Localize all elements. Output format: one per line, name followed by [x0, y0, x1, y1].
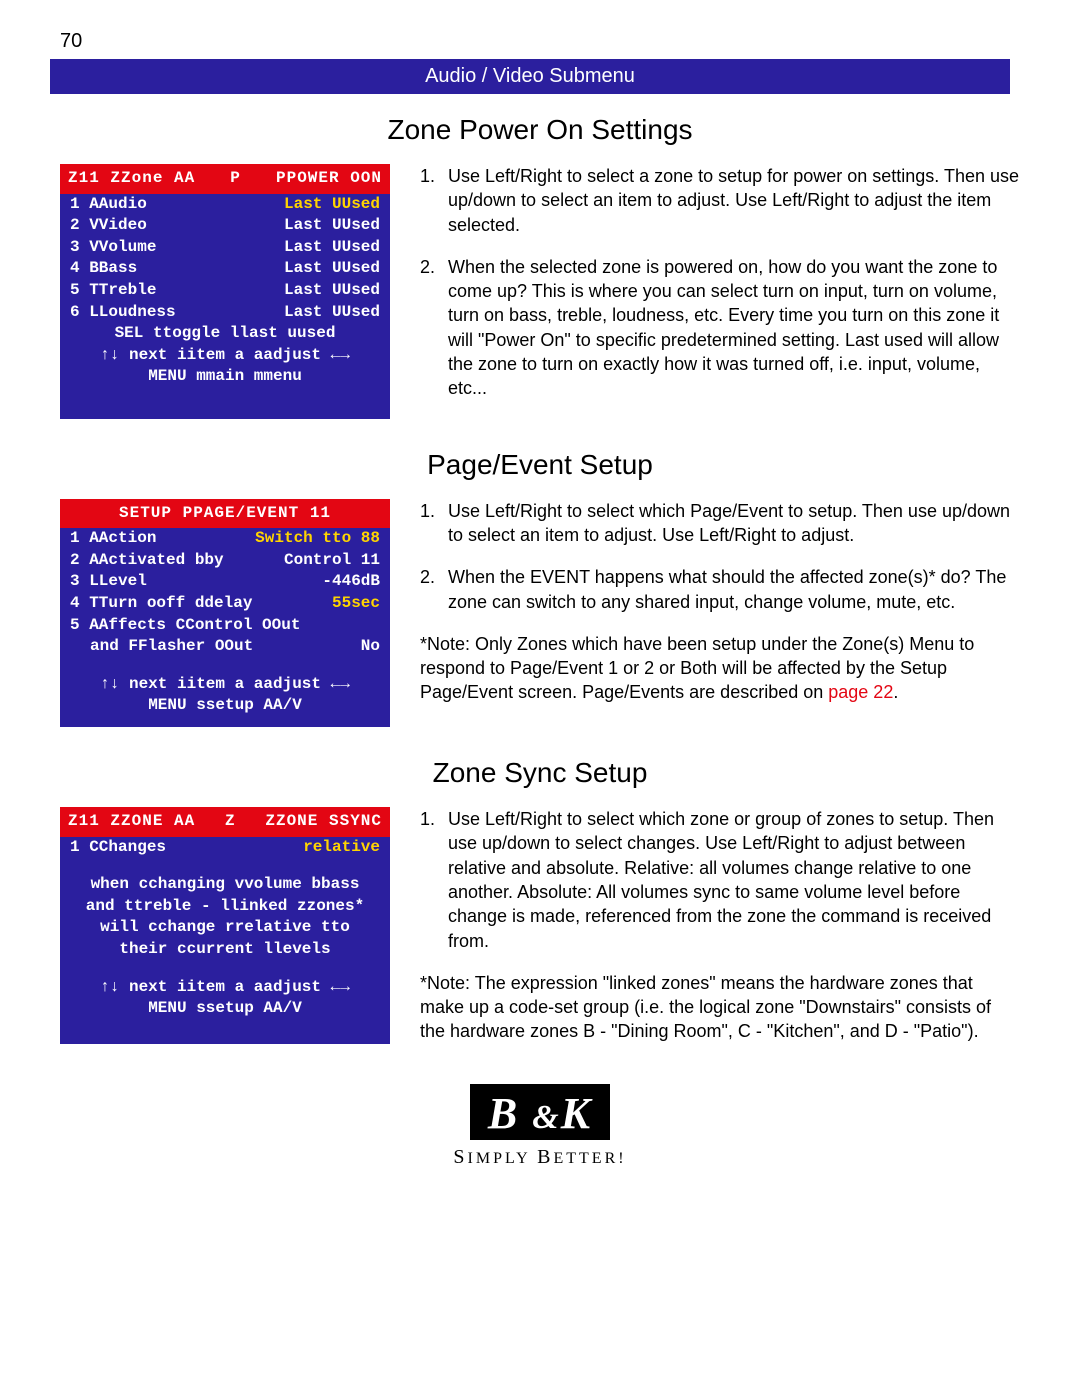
panel-item: 1 AAudio Last UUsed: [60, 194, 390, 216]
step-item: 1.Use Left/Right to select which Page/Ev…: [420, 499, 1020, 548]
panel-item-label: 2 VVideo: [70, 215, 147, 237]
panel-item-label: 5 AAffects CControl OOut: [70, 615, 300, 637]
panel-item-label: 1 AAction: [70, 528, 156, 550]
panel-body-text: and ttreble - llinked zzones*: [60, 896, 390, 918]
panel-item-value: 55sec: [332, 593, 380, 615]
panel-item: 4 BBass Last UUsed: [60, 258, 390, 280]
zone-power-row: Z11 ZZone AA P PPOWER OON 1 AAudio Last U…: [60, 164, 1020, 419]
step-text: Use Left/Right to select which Page/Even…: [448, 499, 1020, 548]
panel-item: 1 AAction Switch tto 88: [60, 528, 390, 550]
step-number: 2.: [420, 565, 448, 614]
panel-help: SEL ttoggle llast uused: [60, 323, 390, 345]
panel-item: 5 TTreble Last UUsed: [60, 280, 390, 302]
panel-item-label: and FFlasher OOut: [90, 636, 253, 658]
page-event-note: *Note: Only Zones which have been setup …: [420, 632, 1020, 705]
panel-title-right: PPOWER OON: [276, 168, 382, 190]
panel-item-value: Last UUsed: [284, 302, 380, 324]
step-text: Use Left/Right to select a zone to setup…: [448, 164, 1020, 237]
zone-sync-row: Z11 ZZONE AA Z ZZONE SSYNC 1 CChanges rel…: [60, 807, 1020, 1044]
panel-help: ↑↓ next iitem a aadjust ←→: [60, 345, 390, 367]
page-event-text: 1.Use Left/Right to select which Page/Ev…: [420, 499, 1020, 727]
panel-item-label: 3 VVolume: [70, 237, 156, 259]
bk-logo: B &K: [470, 1084, 610, 1140]
step-item: 2.When the EVENT happens what should the…: [420, 565, 1020, 614]
zone-sync-panel-title: Z11 ZZONE AA Z ZZONE SSYNC: [60, 807, 390, 837]
panel-help: ↑↓ next iitem a aadjust ←→: [60, 977, 390, 999]
zone-sync-note: *Note: The expression "linked zones" mea…: [420, 971, 1020, 1044]
panel-item-label: 3 LLevel: [70, 571, 147, 593]
panel-item-label: 1 AAudio: [70, 194, 147, 216]
step-text: Use Left/Right to select which zone or g…: [448, 807, 1020, 953]
panel-item-label: 1 CChanges: [70, 837, 166, 859]
panel-body-text: will cchange rrelative tto: [60, 917, 390, 939]
step-number: 1.: [420, 164, 448, 237]
page-link[interactable]: page 22: [828, 682, 893, 702]
panel-item-value: Last UUsed: [284, 258, 380, 280]
panel-item-value: Last UUsed: [284, 194, 380, 216]
panel-help: ↑↓ next iitem a aadjust ←→: [60, 674, 390, 696]
panel-title-center: Z: [225, 812, 236, 830]
step-text: When the selected zone is powered on, ho…: [448, 255, 1020, 401]
panel-help: MENU ssetup AA/V: [60, 695, 390, 717]
section-title-page-event: Page/Event Setup: [60, 449, 1020, 481]
page-event-panel: SETUP PPAGE/EVENT 11 1 AAction Switch tto…: [60, 499, 390, 727]
panel-help: MENU ssetup AA/V: [60, 998, 390, 1020]
step-item: 1.Use Left/Right to select a zone to set…: [420, 164, 1020, 237]
panel-title-left: Z11 ZZONE AA: [68, 811, 195, 833]
panel-item: 2 VVideo Last UUsed: [60, 215, 390, 237]
panel-item-label: 6 LLoudness: [70, 302, 176, 324]
panel-item: 3 VVolume Last UUsed: [60, 237, 390, 259]
panel-item-label: 2 AActivated bby: [70, 550, 224, 572]
step-item: 2.When the selected zone is powered on, …: [420, 255, 1020, 401]
panel-body-text: their ccurrent llevels: [60, 939, 390, 961]
panel-title-center: SETUP PPAGE/EVENT 11: [119, 504, 331, 522]
panel-item: and FFlasher OOut No: [60, 636, 390, 658]
panel-item: 2 AActivated bby Control 11: [60, 550, 390, 572]
step-item: 1.Use Left/Right to select which zone or…: [420, 807, 1020, 953]
logo-area: B &K SIMPLY BETTER!: [60, 1084, 1020, 1169]
panel-item-value: Last UUsed: [284, 237, 380, 259]
header-bar: Audio / Video Submenu: [50, 59, 1010, 94]
panel-body-text: when cchanging vvolume bbass: [60, 874, 390, 896]
panel-item-label: 5 TTreble: [70, 280, 156, 302]
section-title-zone-power: Zone Power On Settings: [60, 114, 1020, 146]
panel-item: 6 LLoudness Last UUsed: [60, 302, 390, 324]
logo-tagline: SIMPLY BETTER!: [60, 1146, 1020, 1169]
step-number: 1.: [420, 499, 448, 548]
panel-item-value: No: [361, 636, 380, 658]
panel-item-label: 4 TTurn ooff ddelay: [70, 593, 252, 615]
zone-sync-panel: Z11 ZZONE AA Z ZZONE SSYNC 1 CChanges rel…: [60, 807, 390, 1044]
panel-item-value: Last UUsed: [284, 215, 380, 237]
step-text: When the EVENT happens what should the a…: [448, 565, 1020, 614]
panel-item-value: relative: [303, 837, 380, 859]
panel-title-left: Z11 ZZone AA: [68, 168, 195, 190]
page-number: 70: [60, 30, 1020, 53]
zone-sync-text: 1.Use Left/Right to select which zone or…: [420, 807, 1020, 1044]
section-title-zone-sync: Zone Sync Setup: [60, 757, 1020, 789]
note-suffix: .: [893, 682, 898, 702]
panel-item-value: Control 11: [284, 550, 380, 572]
zone-power-panel: Z11 ZZone AA P PPOWER OON 1 AAudio Last U…: [60, 164, 390, 419]
panel-item: 3 LLevel -446dB: [60, 571, 390, 593]
panel-help: MENU mmain mmenu: [60, 366, 390, 388]
panel-item-label: 4 BBass: [70, 258, 137, 280]
zone-power-panel-title: Z11 ZZone AA P PPOWER OON: [60, 164, 390, 194]
panel-item: 5 AAffects CControl OOut: [60, 615, 390, 637]
panel-item-value: Last UUsed: [284, 280, 380, 302]
zone-power-text: 1.Use Left/Right to select a zone to set…: [420, 164, 1020, 419]
panel-item-value: -446dB: [322, 571, 380, 593]
step-number: 2.: [420, 255, 448, 401]
panel-title-right: ZZONE SSYNC: [265, 811, 382, 833]
step-number: 1.: [420, 807, 448, 953]
page-event-panel-title: SETUP PPAGE/EVENT 11: [60, 499, 390, 529]
panel-item-value: Switch tto 88: [255, 528, 380, 550]
page-event-row: SETUP PPAGE/EVENT 11 1 AAction Switch tto…: [60, 499, 1020, 727]
panel-item: 1 CChanges relative: [60, 837, 390, 859]
panel-item: 4 TTurn ooff ddelay 55sec: [60, 593, 390, 615]
panel-title-center: P: [230, 169, 241, 187]
